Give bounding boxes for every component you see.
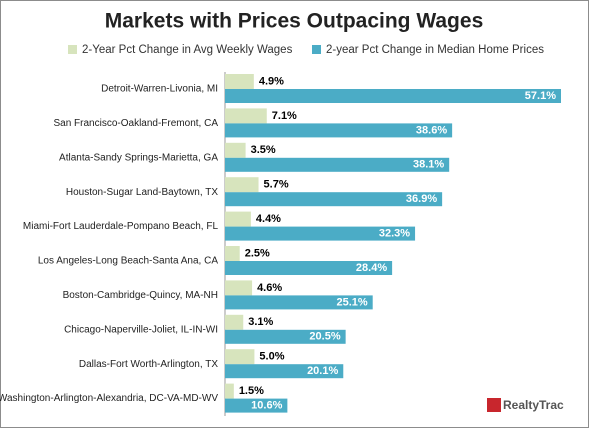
value-label: 57.1% [525, 90, 556, 102]
y-tick-label: Houston-Sugar Land-Baytown, TX [66, 187, 218, 198]
value-label: 20.5% [309, 331, 340, 343]
value-label: 4.6% [257, 282, 282, 294]
value-label: 36.9% [406, 193, 437, 205]
legend-label: 2-Year Pct Change in Avg Weekly Wages [82, 44, 293, 56]
bar [225, 383, 234, 399]
bar [225, 364, 344, 379]
logo-icon [487, 398, 501, 412]
bar [225, 295, 373, 310]
bar [225, 329, 346, 344]
bar [225, 74, 254, 89]
chart-title: Markets with Prices Outpacing Wages [105, 10, 484, 33]
value-label: 5.0% [259, 351, 284, 363]
bar [225, 157, 450, 172]
y-tick-label: Dallas-Fort Worth-Arlington, TX [79, 359, 218, 370]
bar [225, 211, 251, 227]
bar [225, 177, 259, 193]
bar [225, 89, 561, 103]
legend-swatch [68, 45, 77, 54]
value-label: 10.6% [251, 400, 282, 412]
value-label: 4.4% [256, 213, 281, 225]
value-label: 3.5% [251, 144, 276, 156]
bar [225, 314, 244, 330]
source: RealtyTrac [503, 398, 564, 412]
logo: RealtyTrac [487, 398, 564, 412]
value-label: 4.9% [259, 75, 284, 87]
value-label: 38.1% [413, 159, 444, 171]
legend-label: 2-year Pct Change in Median Home Prices [326, 44, 544, 56]
bar [225, 123, 453, 138]
bar [225, 192, 443, 207]
y-tick-label: Atlanta-Sandy Springs-Marietta, GA [59, 152, 218, 163]
y-tick-label: Detroit-Warren-Livonia, MI [101, 84, 218, 95]
value-label: 1.5% [239, 385, 264, 397]
value-label: 38.6% [416, 124, 447, 136]
value-label: 3.1% [248, 316, 273, 328]
y-tick-label: Washington-Arlington-Alexandria, DC-VA-M… [0, 393, 218, 404]
y-tick-label: Chicago-Naperville-Joliet, IL-IN-WI [64, 324, 218, 335]
bar [225, 246, 240, 261]
value-label: 32.3% [379, 228, 410, 240]
value-label: 25.1% [336, 296, 367, 308]
y-tick-label: Boston-Cambridge-Quincy, MA-NH [63, 290, 218, 301]
y-tick-label: Miami-Fort Lauderdale-Pompano Beach, FL [23, 221, 219, 232]
value-label: 2.5% [245, 247, 270, 259]
bar [225, 142, 246, 158]
value-label: 5.7% [264, 179, 289, 191]
value-label: 28.4% [356, 262, 387, 274]
value-label: 20.1% [307, 365, 338, 377]
y-tick-label: Los Angeles-Long Beach-Santa Ana, CA [38, 256, 218, 267]
bar [225, 398, 288, 413]
y-tick-label: San Francisco-Oakland-Fremont, CA [53, 118, 218, 129]
bar [225, 226, 416, 241]
value-label: 7.1% [272, 110, 297, 122]
bar [225, 349, 255, 365]
bar [225, 261, 393, 275]
bar [225, 108, 267, 124]
bar [225, 280, 253, 296]
legend-swatch [312, 45, 321, 54]
